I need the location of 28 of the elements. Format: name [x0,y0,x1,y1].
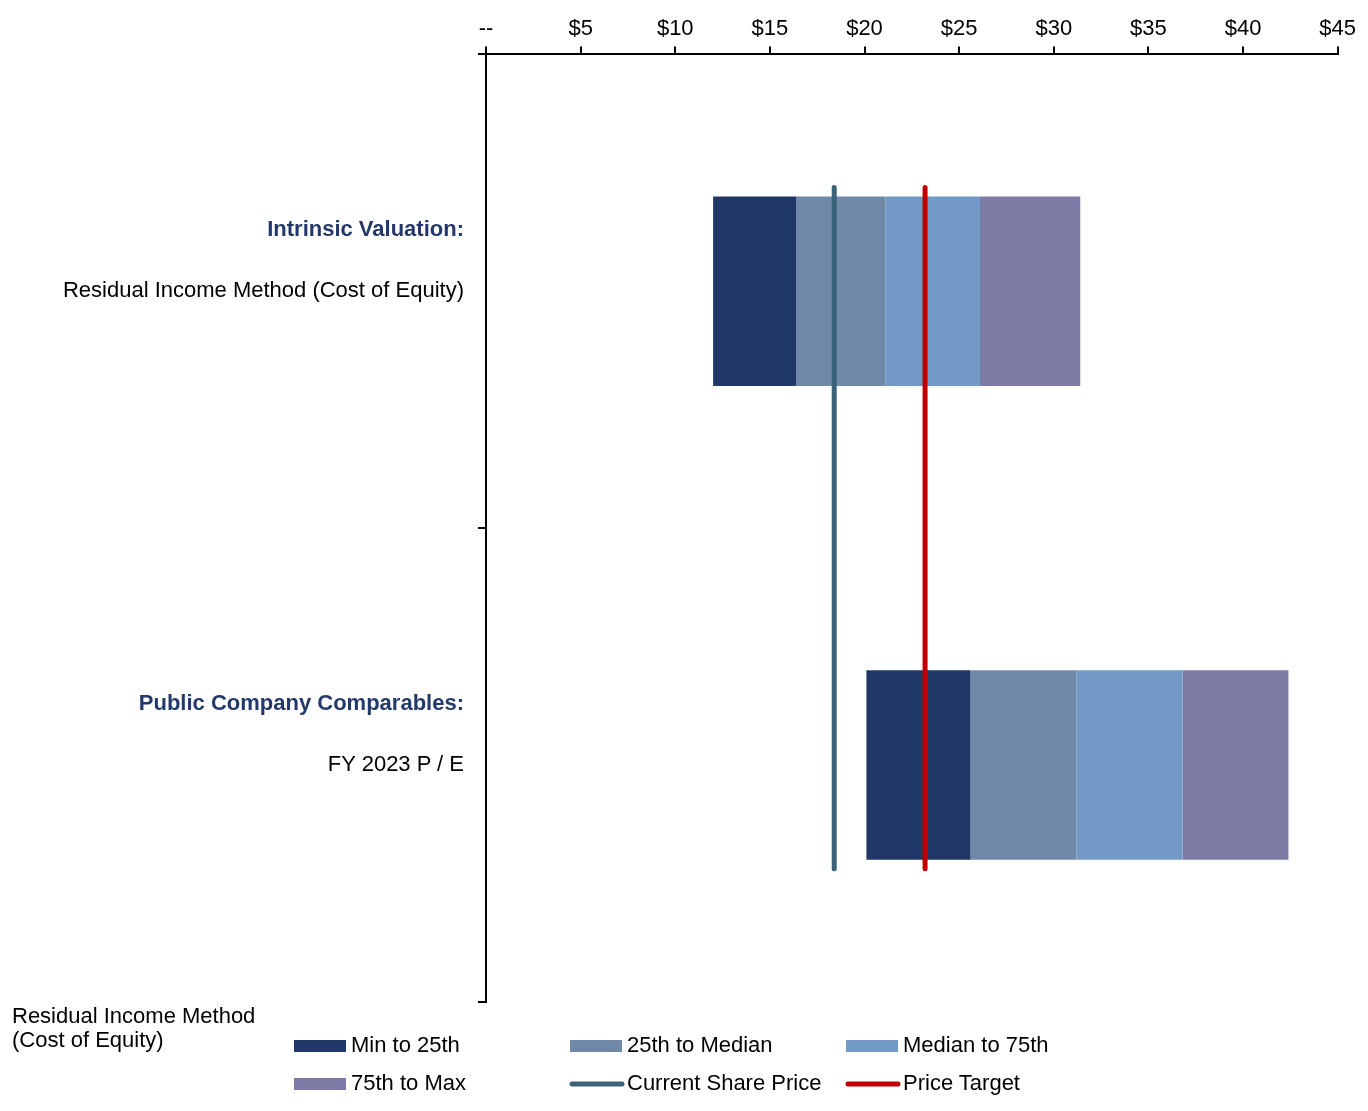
x-tick-label: $5 [568,15,593,41]
text: Residual Income Method (Cost of Equity) [12,1003,256,1053]
bar [866,670,971,860]
legend-label: Median to 75th [903,1032,1049,1058]
x-tick-label: $35 [1130,15,1167,41]
x-tick-label: $15 [751,15,789,41]
bar [885,196,980,387]
text: Public Company Comparables: [138,690,464,716]
bar [970,670,1077,860]
x-tick-label: $25 [940,15,978,41]
x-tick-label: $45 [1319,15,1357,41]
bar [796,196,886,387]
legend-label: 75th to Max [351,1070,466,1096]
bar [1182,670,1289,860]
x-tick-label: $30 [1035,15,1073,41]
x-tick-label: $20 [846,15,883,41]
bar [713,196,797,387]
x-tick-label: -- [478,15,494,41]
legend-label: 25th to Median [627,1032,773,1058]
bar [1076,670,1183,860]
x-tick-label: $10 [656,15,694,41]
legend-label: Min to 25th [351,1032,460,1058]
legend-label: Current Share Price [627,1070,822,1096]
bar [979,196,1081,387]
y-tick-label: FY 2023 P / E [327,751,464,777]
text: Intrinsic Valuation: [267,216,464,242]
legend-label: Price Target [903,1070,1020,1096]
x-tick-label: $40 [1224,15,1262,41]
